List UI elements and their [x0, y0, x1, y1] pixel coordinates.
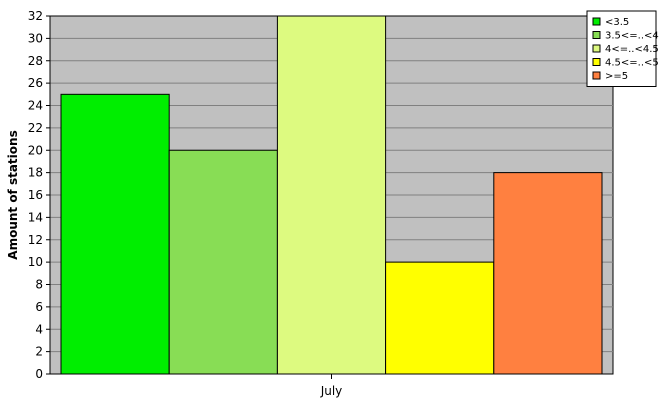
legend-swatch — [592, 31, 601, 39]
x-axis-categories: July — [320, 374, 343, 398]
legend: <3.5 3.5<=..<4 4<=..<4.5 4.5<=..<5 >=5 — [586, 10, 659, 87]
y-tick-label: 0 — [35, 367, 43, 381]
legend-label: 4.5<=..<5 — [605, 58, 659, 69]
y-tick-label: 2 — [35, 345, 43, 359]
legend-label: >=5 — [605, 71, 628, 82]
bar — [385, 261, 495, 375]
bar — [276, 15, 387, 375]
legend-swatch — [592, 58, 601, 66]
y-tick-label: 16 — [28, 188, 43, 202]
legend-label: 4<=..<4.5 — [605, 44, 659, 55]
bar — [60, 93, 170, 375]
y-tick-label: 30 — [28, 31, 43, 45]
legend-swatch — [592, 17, 601, 26]
bar — [493, 172, 603, 375]
legend-label: <3.5 — [605, 17, 629, 28]
y-tick-label: 14 — [28, 210, 43, 224]
y-tick-label: 10 — [28, 255, 43, 269]
y-tick-label: 8 — [35, 278, 43, 292]
legend-label: 3.5<=..<4 — [605, 31, 659, 42]
y-tick-label: 24 — [28, 99, 43, 113]
y-axis-title: Amount of stations — [6, 130, 20, 259]
legend-swatch — [592, 44, 601, 53]
y-tick-label: 22 — [28, 121, 43, 135]
y-tick-label: 18 — [28, 166, 43, 180]
legend-swatch — [592, 71, 601, 80]
y-tick-label: 26 — [28, 76, 43, 90]
x-tick-label: July — [320, 384, 343, 398]
y-tick-label: 32 — [28, 9, 43, 23]
y-tick-label: 20 — [28, 143, 43, 157]
bar — [168, 149, 278, 375]
y-tick-label: 12 — [28, 233, 43, 247]
y-tick-label: 4 — [35, 322, 43, 336]
y-tick-label: 28 — [28, 54, 43, 68]
y-tick-label: 6 — [35, 300, 43, 314]
bars — [60, 15, 603, 375]
